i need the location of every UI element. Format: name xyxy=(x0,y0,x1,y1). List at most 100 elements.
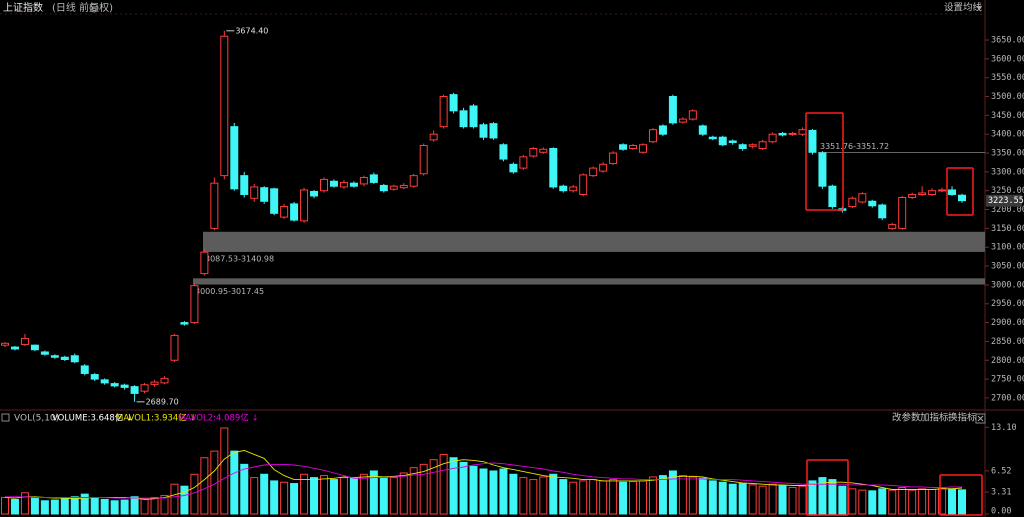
candle-body xyxy=(50,355,59,358)
volume-bar xyxy=(389,477,398,515)
candle-body xyxy=(888,224,897,229)
candle-body xyxy=(698,125,707,135)
volume-bar xyxy=(369,470,378,515)
volume-bar xyxy=(589,479,598,515)
candle-body xyxy=(569,186,578,192)
candle-body xyxy=(379,184,388,192)
highlight-box xyxy=(939,474,983,516)
candle-body xyxy=(938,189,947,192)
volume-bar xyxy=(50,499,59,515)
candle-body xyxy=(419,144,428,175)
candle-body xyxy=(190,285,199,324)
candle-body xyxy=(489,123,498,139)
candle-body xyxy=(310,190,319,197)
candle-body xyxy=(878,204,887,219)
candle-body xyxy=(329,180,338,187)
volume-bar xyxy=(10,498,19,515)
volume-bar xyxy=(599,480,608,515)
y-tick-label: 3050.00 xyxy=(991,262,1024,272)
volume-bar xyxy=(668,470,677,515)
volume-bar xyxy=(928,489,937,515)
highlight-box xyxy=(806,459,849,516)
ma-settings[interactable]: 设置均线 xyxy=(944,2,983,14)
candle-body xyxy=(848,197,857,208)
candle-body xyxy=(250,186,259,199)
candle-body xyxy=(609,152,618,165)
volume-bar xyxy=(768,483,777,515)
last-price-label: 3223.55 xyxy=(988,196,1024,206)
candle-body xyxy=(150,381,159,385)
candle-body xyxy=(439,96,448,128)
candle-body xyxy=(100,379,109,384)
y-tick-label: 2700.00 xyxy=(991,393,1024,403)
volume-bar xyxy=(938,487,947,515)
candle-body xyxy=(479,124,488,138)
candle-body xyxy=(270,188,279,214)
y-tick-label: 3350.00 xyxy=(991,149,1024,159)
candle-body xyxy=(469,105,478,128)
close-icon[interactable] xyxy=(975,413,986,424)
volume-bar xyxy=(150,496,159,515)
candle-body xyxy=(60,356,69,361)
candle-body xyxy=(599,163,608,172)
highlight-box xyxy=(805,112,844,211)
volume-bar xyxy=(908,489,917,515)
y-tick-label: 3600.00 xyxy=(991,54,1024,64)
volume-bar xyxy=(80,493,89,515)
candle-body xyxy=(40,351,49,355)
volume-bar xyxy=(310,477,319,515)
candle-body xyxy=(110,383,119,387)
indicator-button[interactable]: 加指标 xyxy=(920,412,949,424)
candle-body xyxy=(20,337,29,345)
volume-bar xyxy=(180,485,189,515)
candle-body xyxy=(728,140,737,143)
zone-label: 3087.53-3140.98 xyxy=(205,254,274,263)
volume-bar xyxy=(120,499,129,515)
candle-body xyxy=(160,377,169,384)
candle-body xyxy=(648,129,657,143)
candle-body xyxy=(429,133,438,141)
value-axis: 2700.00 2750.00 2800.00 2850.00 2900.00 2950.… xyxy=(985,35,1024,517)
candle-body xyxy=(619,144,628,150)
candle-body xyxy=(768,133,777,143)
volume-bar xyxy=(559,479,568,515)
volume-bar xyxy=(339,477,348,515)
y-tick-label: 6.52 xyxy=(991,466,1011,476)
volume-bar xyxy=(160,494,169,515)
volume-bar xyxy=(489,470,498,515)
candle-body xyxy=(80,365,89,374)
level-label: 3351.76-3351.72 xyxy=(820,142,889,151)
volume-bar xyxy=(888,489,897,515)
indicator-button[interactable]: 改参数 xyxy=(892,412,921,424)
indicator-button[interactable]: 换指标 xyxy=(948,412,977,424)
volume-bar xyxy=(70,496,79,515)
volume-bar xyxy=(479,468,488,515)
volume-bar xyxy=(230,450,239,515)
dropdown-caret[interactable] xyxy=(976,6,982,10)
candle-body xyxy=(958,194,966,202)
volume-bar xyxy=(379,476,388,515)
volume-bar xyxy=(40,500,49,515)
candle-body xyxy=(349,182,358,187)
candle-body xyxy=(300,189,309,222)
volume-bar xyxy=(290,483,299,515)
volume-bar xyxy=(260,473,269,515)
indicator-icon[interactable] xyxy=(1,413,10,422)
candle-body xyxy=(170,334,179,361)
index-title: 上证指数 xyxy=(3,1,43,14)
candle-body xyxy=(579,174,588,195)
candle-body xyxy=(409,175,418,187)
y-tick-label: 3000.00 xyxy=(991,280,1024,290)
candle-body xyxy=(220,35,229,177)
volume-bar xyxy=(90,497,99,515)
highlight-boxes xyxy=(805,112,983,516)
volume-bar xyxy=(808,480,817,515)
volume-bar xyxy=(250,477,259,515)
volume-bar xyxy=(110,500,119,515)
settings-icon[interactable] xyxy=(89,3,99,13)
candle-body xyxy=(918,192,927,195)
volume-bar xyxy=(708,480,717,515)
volume-bar xyxy=(658,475,667,515)
